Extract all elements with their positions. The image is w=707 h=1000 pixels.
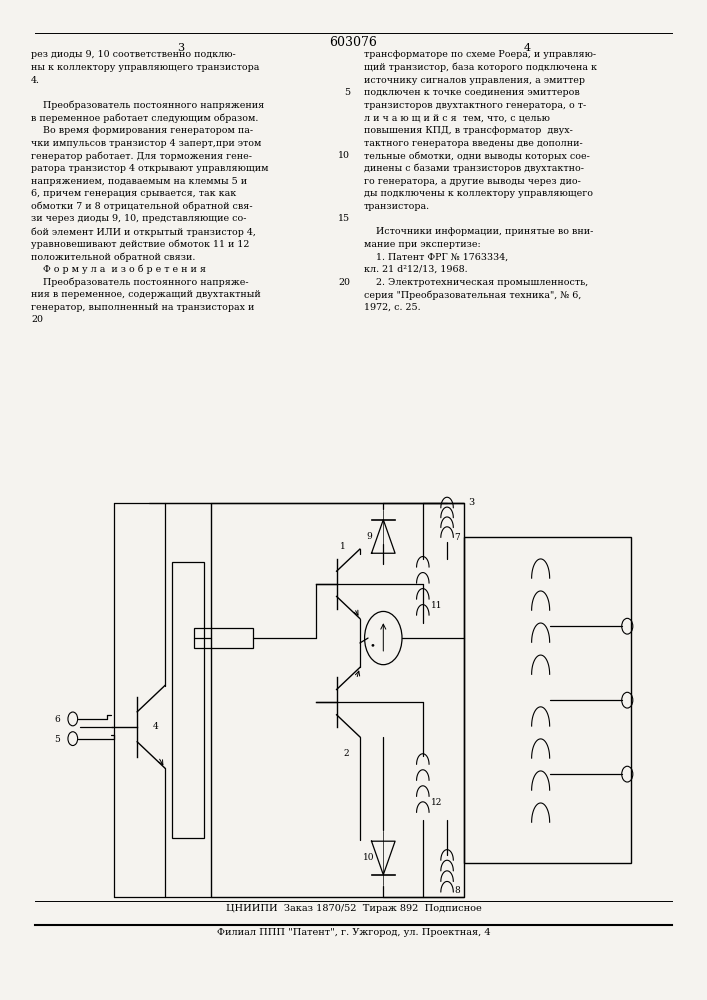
Text: обмотки 7 и 8 отрицательной обратной свя-: обмотки 7 и 8 отрицательной обратной свя… — [31, 202, 253, 211]
Text: 603076: 603076 — [329, 36, 378, 49]
Text: 8: 8 — [455, 886, 460, 895]
Text: ратора транзистор 4 открывают управляющим: ратора транзистор 4 открывают управляющи… — [31, 164, 269, 173]
Text: 20: 20 — [31, 315, 43, 324]
Text: 9: 9 — [366, 532, 372, 541]
Text: 1. Патент ФРГ № 1763334,: 1. Патент ФРГ № 1763334, — [364, 252, 508, 261]
Text: 6, причем генерация срывается, так как: 6, причем генерация срывается, так как — [31, 189, 236, 198]
Text: трансформаторе по схеме Роера, и управляю-: трансформаторе по схеме Роера, и управля… — [364, 50, 596, 59]
Text: повышения КПД, в трансформатор  двух-: повышения КПД, в трансформатор двух- — [364, 126, 573, 135]
Text: щий транзистор, база которого подключена к: щий транзистор, база которого подключена… — [364, 63, 597, 72]
Text: кл. 21 d²12/13, 1968.: кл. 21 d²12/13, 1968. — [364, 265, 467, 274]
Text: генератор работает. Для торможения гене-: генератор работает. Для торможения гене- — [31, 151, 252, 161]
Text: Ф о р м у л а  и з о б р е т е н и я: Ф о р м у л а и з о б р е т е н и я — [31, 265, 206, 274]
Text: 2. Электротехническая промышленность,: 2. Электротехническая промышленность, — [364, 278, 588, 287]
Text: ды подключены к коллектору управляющего: ды подключены к коллектору управляющего — [364, 189, 593, 198]
Text: 1972, с. 25.: 1972, с. 25. — [364, 303, 421, 312]
Text: тельные обмотки, одни выводы которых сое-: тельные обмотки, одни выводы которых сое… — [364, 151, 590, 161]
Text: ния в переменное, содержащий двухтактный: ния в переменное, содержащий двухтактный — [31, 290, 261, 299]
Text: 12: 12 — [431, 798, 443, 807]
Text: напряжением, подаваемым на клеммы 5 и: напряжением, подаваемым на клеммы 5 и — [31, 177, 247, 186]
Text: 6: 6 — [54, 715, 60, 724]
Bar — [194, 628, 253, 648]
Text: рез диоды 9, 10 соответственно подклю-: рез диоды 9, 10 соответственно подклю- — [31, 50, 236, 59]
Text: положительной обратной связи.: положительной обратной связи. — [31, 252, 196, 262]
Text: 4.: 4. — [31, 76, 40, 85]
Text: ЦНИИПИ  Заказ 1870/52  Тираж 892  Подписное: ЦНИИПИ Заказ 1870/52 Тираж 892 Подписное — [226, 904, 481, 913]
Text: 11: 11 — [431, 601, 443, 610]
Text: зи через диоды 9, 10, представляющие со-: зи через диоды 9, 10, представляющие со- — [31, 214, 247, 223]
Text: Во время формирования генератором па-: Во время формирования генератором па- — [31, 126, 253, 135]
Text: тактного генератора введены две дополни-: тактного генератора введены две дополни- — [364, 139, 583, 148]
Text: Преобразователь постоянного напряже-: Преобразователь постоянного напряже- — [31, 278, 249, 287]
Text: 3: 3 — [177, 43, 184, 53]
Bar — [172, 562, 204, 838]
Text: Преобразователь постоянного напряжения: Преобразователь постоянного напряжения — [31, 101, 264, 110]
Text: Филиал ППП "Патент", г. Ужгород, ул. Проектная, 4: Филиал ППП "Патент", г. Ужгород, ул. Про… — [216, 928, 491, 937]
Text: 1: 1 — [339, 542, 346, 551]
Text: 4: 4 — [153, 722, 158, 731]
Text: 10: 10 — [363, 853, 374, 862]
Text: 2: 2 — [343, 749, 349, 758]
Bar — [211, 503, 464, 897]
Text: Источники информации, принятые во вни-: Источники информации, принятые во вни- — [364, 227, 593, 236]
Text: 10: 10 — [338, 151, 350, 160]
Text: подключен к точке соединения эмиттеров: подключен к точке соединения эмиттеров — [364, 88, 580, 97]
Text: 7: 7 — [455, 533, 460, 542]
Text: 4: 4 — [523, 43, 530, 53]
Text: уравновешивают действие обмоток 11 и 12: уравновешивают действие обмоток 11 и 12 — [31, 240, 250, 249]
Text: 5: 5 — [54, 735, 60, 744]
Text: •: • — [370, 641, 375, 650]
Bar — [464, 537, 631, 863]
Text: мание при экспертизе:: мание при экспертизе: — [364, 240, 481, 249]
Text: бой элемент ИЛИ и открытый транзистор 4,: бой элемент ИЛИ и открытый транзистор 4, — [31, 227, 256, 237]
Text: генератор, выполненный на транзисторах и: генератор, выполненный на транзисторах и — [31, 303, 255, 312]
Text: 5: 5 — [344, 88, 350, 97]
Text: го генератора, а другие выводы через дио-: го генератора, а другие выводы через дио… — [364, 177, 580, 186]
Text: источнику сигналов управления, а эмиттер: источнику сигналов управления, а эмиттер — [364, 76, 585, 85]
Text: 3: 3 — [468, 498, 474, 507]
Text: 15: 15 — [338, 214, 350, 223]
Text: л и ч а ю щ и й с я  тем, что, с целью: л и ч а ю щ и й с я тем, что, с целью — [364, 113, 550, 122]
Text: транзисторов двухтактного генератора, о т-: транзисторов двухтактного генератора, о … — [364, 101, 586, 110]
Text: в переменное работает следующим образом.: в переменное работает следующим образом. — [31, 113, 259, 123]
Text: динены с базами транзисторов двухтактно-: динены с базами транзисторов двухтактно- — [364, 164, 584, 173]
Text: 20: 20 — [338, 278, 350, 287]
Text: ны к коллектору управляющего транзистора: ны к коллектору управляющего транзистора — [31, 63, 259, 72]
Text: транзистора.: транзистора. — [364, 202, 430, 211]
Text: серия "Преобразовательная техника", № 6,: серия "Преобразовательная техника", № 6, — [364, 290, 581, 300]
Text: чки импульсов транзистор 4 заперт,при этом: чки импульсов транзистор 4 заперт,при эт… — [31, 139, 262, 148]
